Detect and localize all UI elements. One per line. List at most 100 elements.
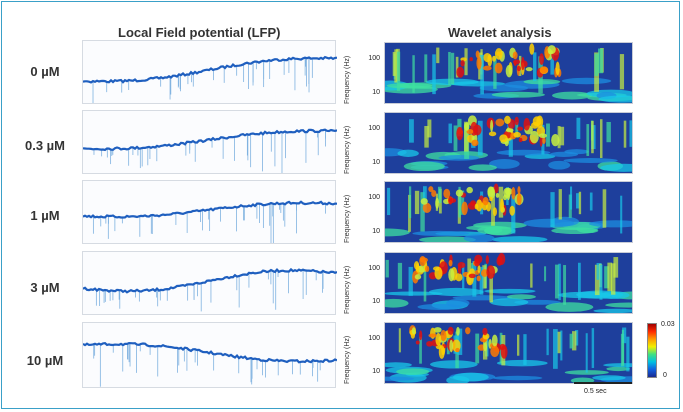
scalogram-hotspot — [419, 330, 423, 341]
scalogram-hotspot — [456, 326, 460, 336]
scalogram-hotspot — [435, 197, 440, 209]
frequency-axis-label: Frequency (Hz) — [344, 55, 351, 104]
scalogram-streak — [408, 266, 413, 296]
scalogram-hotspot — [494, 48, 503, 60]
scalogram-streak — [533, 52, 537, 82]
scalogram-blob — [506, 294, 536, 300]
scalogram-streak — [611, 263, 616, 295]
scalogram-streak — [546, 328, 549, 356]
scalogram-blob — [492, 375, 543, 381]
scalogram-streak — [576, 117, 581, 140]
scalogram-hotspot — [434, 266, 443, 280]
scalogram-streak — [517, 334, 520, 356]
wavelet-scalogram — [384, 112, 633, 174]
scalogram-image — [385, 325, 632, 383]
scalogram-blob — [479, 84, 529, 92]
scalogram-blob — [477, 226, 503, 234]
scalogram-hotspot — [509, 205, 515, 216]
scalogram-blob — [600, 163, 632, 172]
scalogram-hotspot — [411, 327, 416, 335]
scalogram-hotspot — [504, 115, 511, 124]
scalogram-hotspot — [467, 202, 477, 210]
scalogram-streak — [607, 262, 613, 292]
scalogram-hotspot — [516, 65, 521, 72]
lfp-baseline — [83, 341, 337, 364]
scalogram-streak — [606, 121, 611, 143]
scalogram-blob — [438, 155, 480, 161]
scalogram-hotspot — [456, 66, 465, 78]
scalogram-streak — [599, 119, 603, 159]
scalogram-streak — [493, 56, 497, 89]
scalogram-hotspot — [529, 130, 539, 144]
scalogram-blob — [605, 302, 632, 308]
scalogram-hotspot — [494, 62, 503, 74]
scalogram-blob — [548, 160, 571, 170]
scalogram-streak — [491, 186, 495, 226]
freq-tick: 100 — [368, 265, 380, 272]
scalogram-hotspot — [529, 43, 535, 55]
scalogram-hotspot — [460, 60, 465, 67]
scalogram-streak — [515, 122, 519, 138]
scalogram-streak — [472, 261, 477, 297]
scalogram-streak — [558, 189, 562, 220]
scalogram-hotspot — [512, 51, 518, 60]
scalogram-hotspot — [486, 265, 496, 279]
concentration-label: 10 µM — [26, 353, 64, 368]
scalogram-streak — [427, 119, 432, 138]
scalogram-streak — [550, 51, 554, 75]
scalogram-hotspot — [422, 202, 432, 214]
scalogram-hotspot — [513, 131, 521, 138]
scalogram-streak — [619, 54, 625, 90]
scalogram-image — [385, 115, 632, 172]
scalogram-streak — [578, 262, 581, 300]
scalogram-streak — [602, 189, 607, 228]
scalogram-streak — [477, 120, 483, 156]
scalogram-streak — [437, 186, 442, 203]
lfp-trace-panel — [82, 40, 337, 104]
scalogram-blob — [418, 236, 476, 242]
scalogram-hotspot — [487, 186, 495, 197]
scalogram-blob — [561, 77, 612, 85]
lfp-baseline — [83, 200, 337, 219]
scalogram-streak — [387, 187, 391, 216]
scalogram-hotspot — [448, 268, 455, 282]
scalogram-image — [385, 253, 632, 313]
scalogram-streak — [475, 333, 480, 364]
scalogram-streak — [462, 263, 465, 289]
scalogram-hotspot — [512, 59, 521, 65]
scalogram-hotspot — [539, 66, 549, 74]
scalogram-hotspot — [461, 201, 468, 216]
lfp-trace-panel — [82, 110, 337, 174]
scalogram-hotspot — [465, 327, 471, 335]
scalogram-blob — [473, 221, 527, 229]
wavelet-scalogram — [384, 181, 633, 243]
scalogram-hotspot — [443, 188, 451, 199]
scalogram-streak — [424, 54, 428, 83]
scalogram-blob — [403, 161, 445, 172]
lfp-baseline — [83, 128, 337, 152]
scalogram-hotspot — [431, 190, 437, 198]
time-scale-bar — [574, 382, 632, 384]
scalogram-blob — [385, 228, 410, 237]
scalogram-hotspot — [469, 57, 473, 62]
scalogram-hotspot — [475, 50, 480, 58]
scalogram-streak — [392, 51, 396, 76]
scalogram-streak — [409, 119, 414, 143]
scalogram-hotspot — [457, 264, 462, 274]
scalogram-streak — [591, 120, 594, 154]
scalogram-streak — [569, 333, 574, 349]
scalogram-hotspot — [468, 273, 476, 279]
lfp-trace-panel — [82, 180, 337, 244]
scalogram-streak — [557, 331, 561, 354]
scalogram-blob — [570, 377, 595, 383]
scalogram-hotspot — [482, 327, 488, 336]
scalogram-hotspot — [538, 133, 547, 139]
scalogram-hotspot — [455, 189, 464, 197]
scalogram-blob — [592, 375, 626, 381]
freq-tick: 100 — [368, 55, 380, 62]
scalogram-hotspot — [516, 192, 522, 206]
scalogram-streak — [553, 329, 558, 369]
colorbar-max-label: 0.03 — [661, 321, 675, 328]
freq-tick: 100 — [368, 335, 380, 342]
scalogram-streak — [622, 327, 627, 344]
